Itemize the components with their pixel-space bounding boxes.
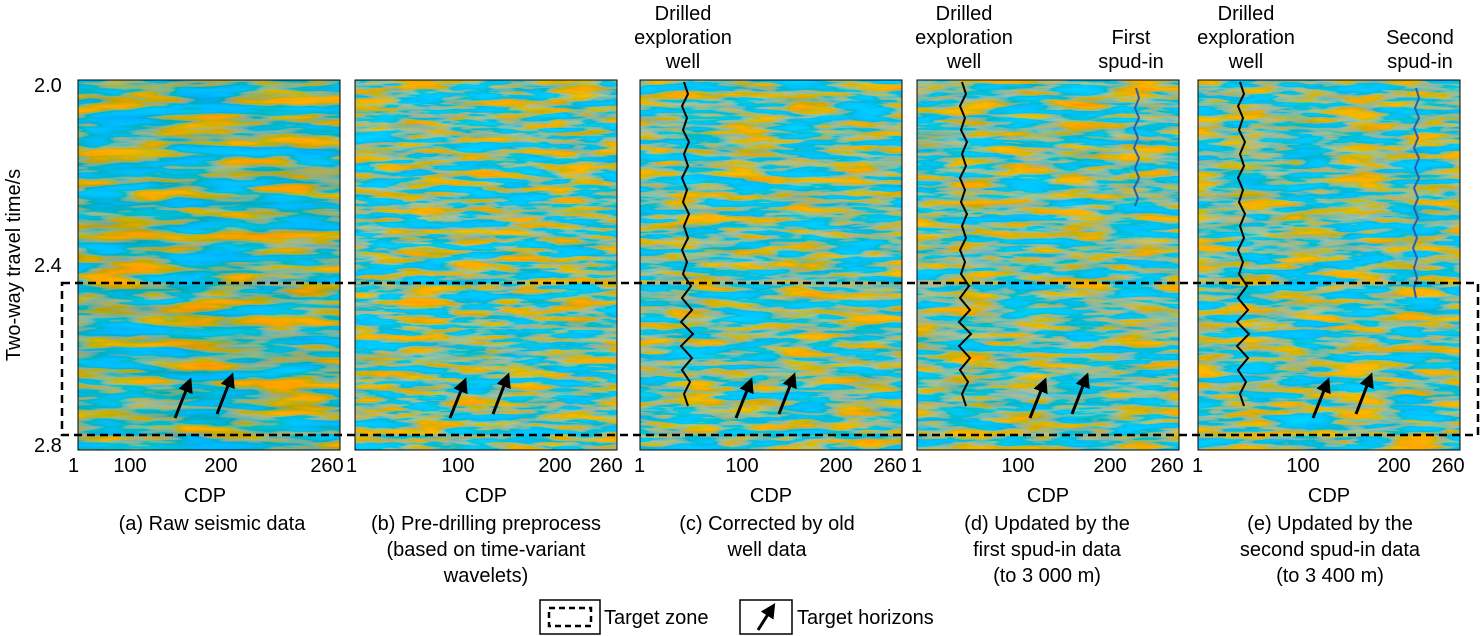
caption-line: (e) Updated by the [1247,513,1413,535]
x-tick-label: 200 [204,455,237,477]
panel-a [77,79,341,451]
legend-target-zone-swatch [547,606,593,628]
target-zone-box [60,281,1480,437]
target-horizon-arrows [173,372,1374,419]
x-axis-c: 1 100 200 260 CDP [634,455,907,507]
x-tick-label: 260 [1431,455,1464,477]
x-tick-label: 260 [310,455,343,477]
caption-line: first spud-in data [973,539,1122,561]
x-axis-label: CDP [1027,485,1069,507]
well-label-line: exploration [915,27,1013,49]
x-tick-label: 200 [1093,455,1126,477]
x-tick-label: 260 [589,455,622,477]
spud-trace-d [1132,87,1141,207]
x-tick-label: 100 [441,455,474,477]
legend-arrow-icon [756,602,776,631]
y-axis-label: Two-way travel time/s [3,169,25,361]
caption-line: wavelets) [443,565,528,587]
well-label-line: well [665,51,700,73]
x-tick-label: 1 [346,455,357,477]
x-axis-label: CDP [750,485,792,507]
well-label-e: Drilled exploration well [1197,3,1295,73]
x-tick-label: 1 [68,455,79,477]
caption-line: (b) Pre-drilling preprocess [371,513,601,535]
spud-trace-e [1411,87,1421,299]
panel-b [354,79,618,451]
panel-c [639,79,903,451]
caption-e: (e) Updated by the second spud-in data (… [1240,513,1421,587]
legend: Target zone Target horizons [539,599,934,635]
well-label-d: Drilled exploration well [915,3,1013,73]
well-label-line: Drilled [936,3,993,25]
caption-line: (based on time-variant [387,539,586,561]
x-tick-label: 1 [1192,455,1203,477]
caption-line: well data [727,539,808,561]
x-tick-label: 100 [725,455,758,477]
spud-label-line: First [1112,27,1151,49]
x-tick-label: 1 [911,455,922,477]
x-axis-label: CDP [465,485,507,507]
x-axis-label: CDP [1308,485,1350,507]
well-trace-c [679,81,695,407]
well-trace-d [957,81,973,407]
x-axis-b: 1 100 200 260 CDP [346,455,623,507]
well-label-line: well [946,51,981,73]
x-tick-label: 1 [634,455,645,477]
x-tick-label: 100 [113,455,146,477]
well-label-line: Drilled [1218,3,1275,25]
caption-line: (to 3 000 m) [993,565,1101,587]
spud-label-d: First spud-in [1098,27,1164,73]
spud-label-e: Second spud-in [1386,27,1454,73]
spud-label-line: spud-in [1098,51,1164,73]
legend-target-horizons-label: Target horizons [797,607,934,629]
x-tick-label: 100 [1286,455,1319,477]
panel-e [1197,79,1461,451]
spud-label-line: spud-in [1387,51,1453,73]
x-axis-label: CDP [184,485,226,507]
well-trace-e [1235,81,1251,407]
x-tick-label: 200 [819,455,852,477]
x-tick-label: 200 [538,455,571,477]
y-tick-label: 2.0 [34,75,62,97]
x-tick-label: 260 [873,455,906,477]
y-tick-label: 2.4 [34,255,62,277]
panel-d [916,79,1180,451]
x-tick-label: 200 [1377,455,1410,477]
caption-c: (c) Corrected by old well data [679,513,855,561]
caption-a: (a) Raw seismic data [119,513,307,535]
well-label-line: Drilled [655,3,712,25]
well-label-c: Drilled exploration well [634,3,732,73]
caption-d: (d) Updated by the first spud-in data (t… [964,513,1130,587]
x-axis-d: 1 100 200 260 CDP [911,455,1184,507]
x-axis-a: 1 100 200 260 CDP [68,455,344,507]
caption-line: (to 3 400 m) [1276,565,1384,587]
legend-target-zone-label: Target zone [604,607,709,629]
well-label-line: well [1228,51,1263,73]
y-tick-label: 2.8 [34,435,62,457]
caption-line: (c) Corrected by old [679,513,855,535]
x-tick-label: 100 [1001,455,1034,477]
caption-line: second spud-in data [1240,539,1421,561]
well-label-line: exploration [634,27,732,49]
spud-label-line: Second [1386,27,1454,49]
caption-line: (d) Updated by the [964,513,1130,535]
caption-b: (b) Pre-drilling preprocess (based on ti… [371,513,601,587]
x-axis-e: 1 100 200 260 CDP [1192,455,1465,507]
well-label-line: exploration [1197,27,1295,49]
x-tick-label: 260 [1150,455,1183,477]
caption-line: (a) Raw seismic data [119,513,307,535]
